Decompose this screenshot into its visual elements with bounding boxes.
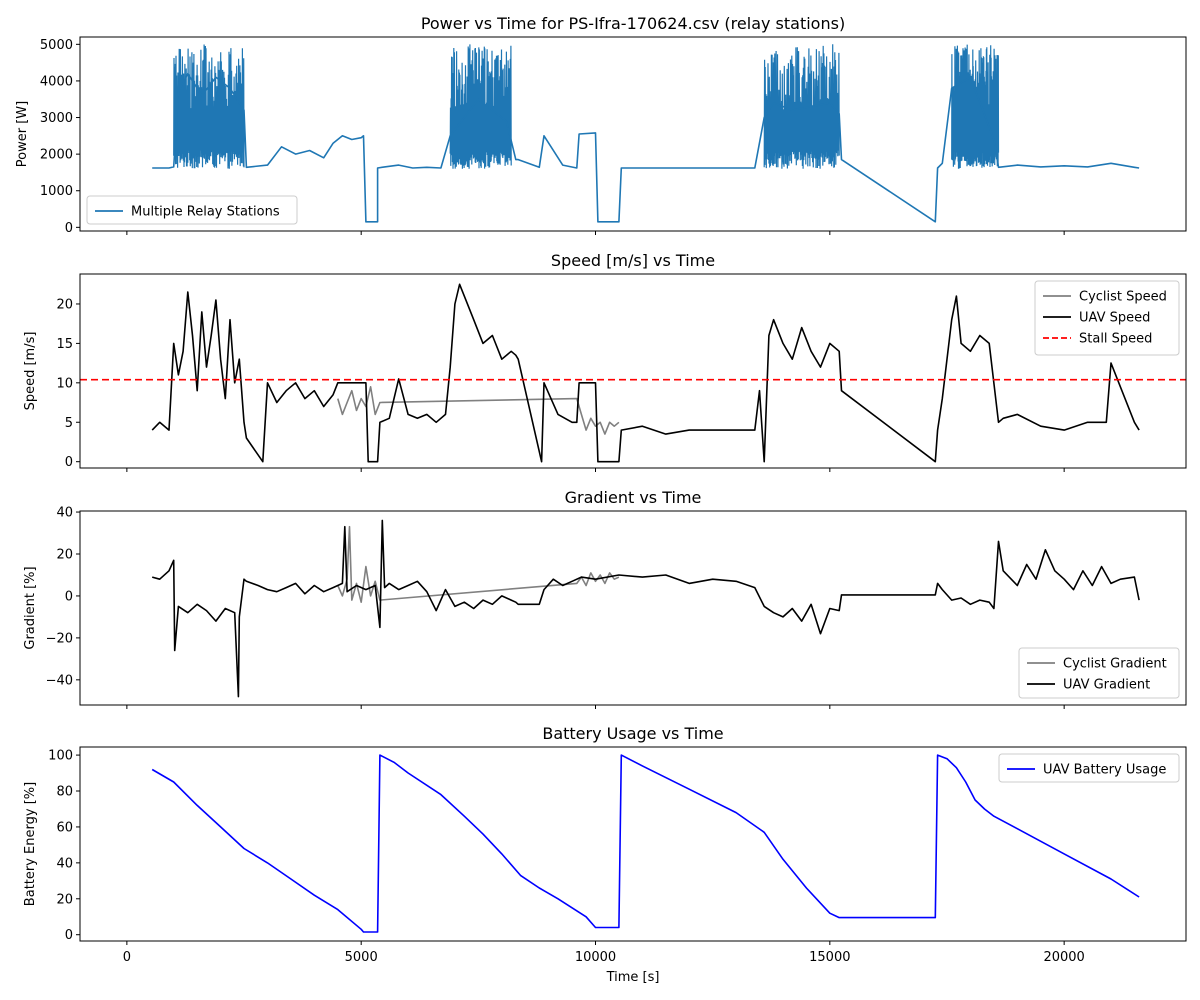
chart-title: Power vs Time for PS-Ifra-170624.csv (re… [421, 14, 845, 33]
y-tick-label: 15 [56, 337, 73, 352]
y-tick-label: −20 [46, 631, 73, 646]
legend-label: UAV Battery Usage [1043, 763, 1166, 778]
x-tick-label: 15000 [809, 950, 850, 965]
legend-box [86, 195, 298, 225]
chart-panel-2: Gradient vs Time Gradient [%] −40 −20 0 20 40 C… [23, 488, 1187, 709]
series-line-cyclist-speed [337, 386, 620, 435]
chart-panel-3: Battery Usage vs Time Battery Energy [%] T… [23, 724, 1187, 985]
legend-box [1018, 647, 1180, 699]
y-tick-label: 0 [65, 221, 73, 236]
plot-area [80, 283, 1186, 463]
y-axis-label: Battery Energy [%] [23, 782, 38, 906]
y-tick-label: 40 [56, 506, 73, 521]
legend-box [1034, 280, 1180, 356]
series-line-uav-battery-usage [151, 754, 1140, 933]
y-tick-label: 0 [65, 455, 73, 470]
plot-area [151, 519, 1140, 698]
y-tick-label: 80 [56, 785, 73, 800]
y-tick-label: 0 [65, 589, 73, 604]
y-tick-label: 10 [56, 376, 73, 391]
plot-area [151, 754, 1140, 933]
series-noise-band [173, 44, 245, 169]
y-tick-label: 5000 [40, 38, 73, 53]
chart-panel-1: Speed [m/s] vs Time Speed [m/s] 0 5 10 15 20 Cy… [23, 251, 1187, 472]
y-tick-label: 20 [56, 297, 73, 312]
series-noise-band [449, 44, 512, 169]
x-tick-label: 10000 [575, 950, 616, 965]
chart-title: Gradient vs Time [565, 488, 702, 507]
series-line-uav-speed [151, 283, 1140, 463]
y-tick-label: 4000 [40, 74, 73, 89]
legend-label: Cyclist Speed [1079, 290, 1167, 305]
y-tick-label: 20 [56, 547, 73, 562]
y-tick-label: 60 [56, 820, 73, 835]
y-axis-label: Speed [m/s] [23, 332, 38, 411]
series-noise-band [763, 44, 840, 169]
axes-frame [79, 36, 1187, 232]
y-tick-label: 40 [56, 856, 73, 871]
series-line-uav-gradient [151, 519, 1140, 698]
axes-frame [79, 746, 1187, 942]
x-tick-label: 0 [123, 950, 131, 965]
y-tick-label: −40 [46, 673, 73, 688]
legend-box [998, 753, 1180, 783]
legend: Cyclist Gradient UAV Gradient [1018, 647, 1180, 699]
legend-label: UAV Gradient [1063, 678, 1150, 693]
series-line-multiple-relay-stations [152, 72, 1140, 223]
y-tick-label: 5 [65, 416, 73, 431]
x-tick-label: 5000 [345, 950, 378, 965]
y-tick-label: 2000 [40, 148, 73, 163]
x-axis-label: Time [s] [606, 970, 660, 985]
legend-label: Cyclist Gradient [1063, 657, 1167, 672]
y-tick-label: 1000 [40, 184, 73, 199]
chart-title: Speed [m/s] vs Time [551, 251, 715, 270]
chart-panel-0: Power vs Time for PS-Ifra-170624.csv (re… [15, 14, 1187, 236]
legend-label: UAV Speed [1079, 311, 1150, 326]
legend: Cyclist Speed UAV Speed Stall Speed [1034, 280, 1180, 356]
legend-label: Multiple Relay Stations [131, 205, 280, 220]
legend: UAV Battery Usage [998, 753, 1180, 783]
chart-title: Battery Usage vs Time [542, 724, 723, 743]
legend-label: Stall Speed [1079, 332, 1152, 347]
legend: Multiple Relay Stations [86, 195, 298, 225]
x-tick-label: 20000 [1043, 950, 1084, 965]
y-tick-label: 0 [65, 928, 73, 943]
y-axis-label: Power [W] [15, 101, 30, 167]
y-axis-label: Gradient [%] [23, 566, 38, 649]
y-tick-label: 100 [48, 749, 73, 764]
axes-frame [79, 273, 1187, 469]
plot-area [152, 44, 1140, 223]
series-noise-band [951, 44, 1000, 169]
y-tick-label: 3000 [40, 111, 73, 126]
axes-frame [79, 510, 1187, 706]
y-tick-label: 20 [56, 892, 73, 907]
